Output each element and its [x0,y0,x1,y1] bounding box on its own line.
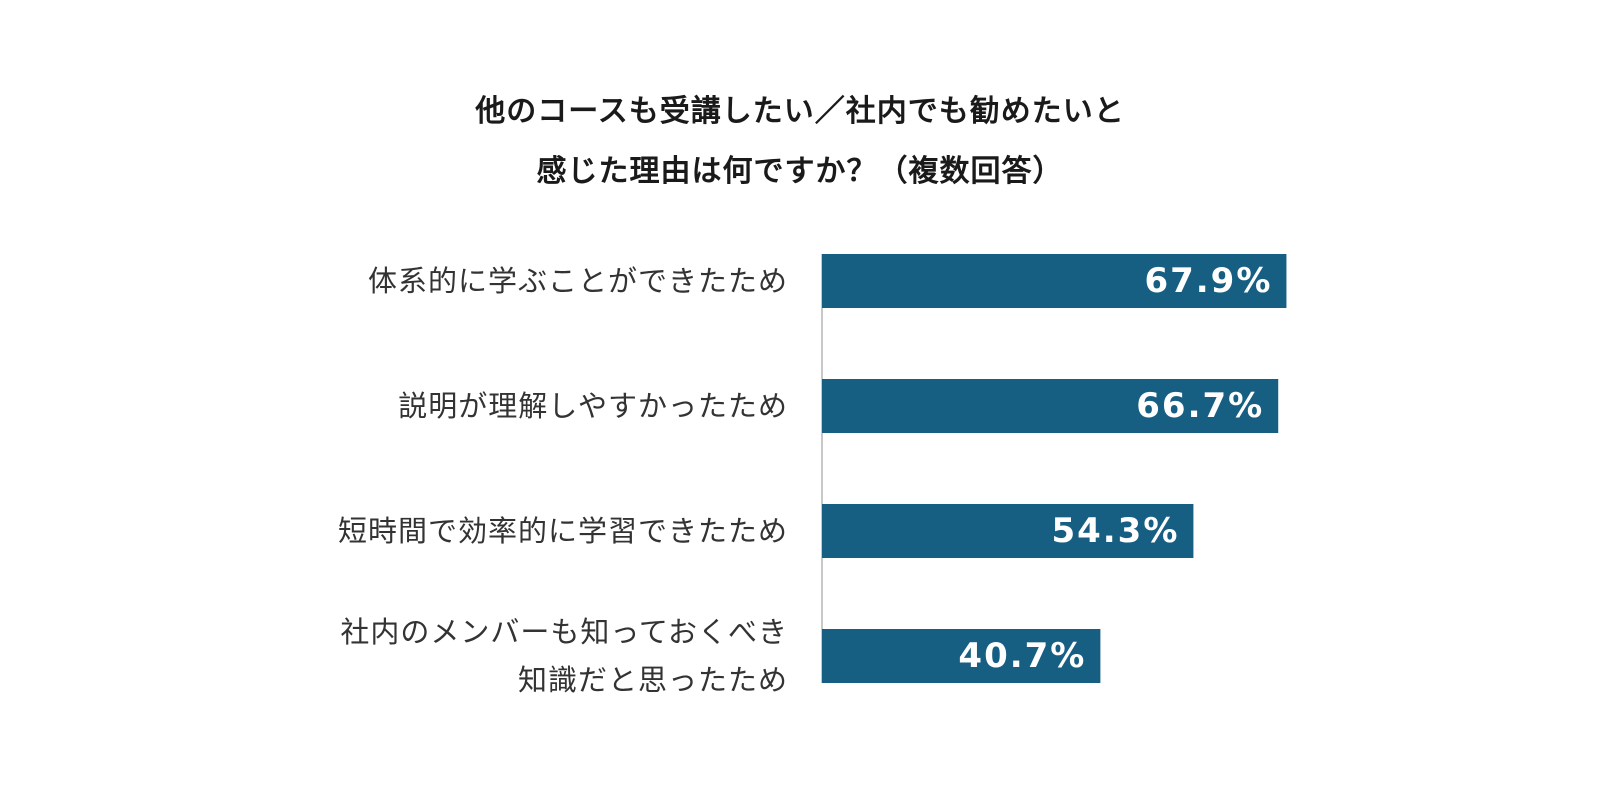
value-label-3: 54.3% [1051,511,1179,551]
bar-1 [822,254,1287,308]
chart-title-line-1: 他のコースも受講したい／社内でも勧めたいと [475,94,1125,129]
value-label-1: 67.9% [1144,261,1272,301]
value-label-2: 66.7% [1136,386,1264,426]
category-label-3: 短時間で効率的に学習できたため [338,514,788,548]
value-labels-group: 67.9% 66.7% 54.3% 40.7% [958,261,1272,676]
bars-group [822,254,1287,683]
category-labels-group: 体系的に学ぶことができたため説明が理解しやすかったため短時間で効率的に学習できた… [338,264,788,697]
bar-2 [822,379,1279,433]
chart-title: 他のコースも受講したい／社内でも勧めたいと 感じた理由は何ですか？（複数回答） [0,82,1600,202]
value-label-4: 40.7% [958,636,1086,676]
category-label-4-line-1: 社内のメンバーも知っておくべき [340,615,788,649]
category-label-2: 説明が理解しやすかったため [398,389,788,423]
category-label-1: 体系的に学ぶことができたため [368,264,788,298]
category-label-4-line-2: 知識だと思ったため [518,663,788,697]
bar-4 [822,629,1101,683]
bar-3 [822,504,1194,558]
chart-title-line-2: 感じた理由は何ですか？（複数回答） [536,154,1064,189]
